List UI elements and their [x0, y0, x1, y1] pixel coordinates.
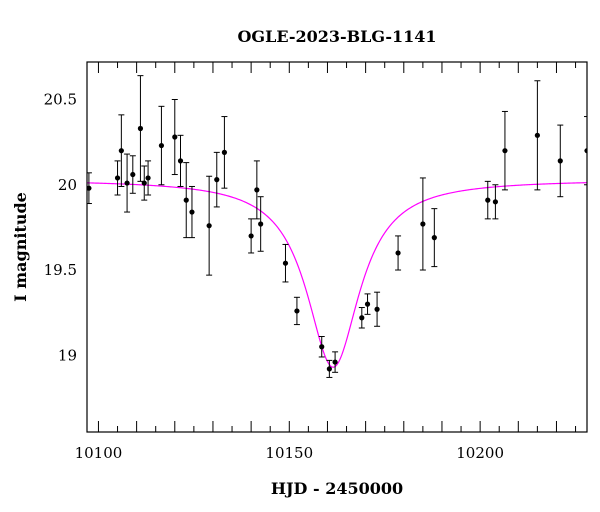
axis-ticks: [97, 62, 577, 432]
data-marker: [183, 197, 189, 203]
data-marker: [124, 180, 130, 186]
data-point: [257, 196, 264, 252]
data-point: [118, 114, 125, 187]
data-point: [141, 165, 148, 201]
data-marker: [141, 180, 147, 186]
data-point: [213, 151, 220, 208]
data-marker: [395, 250, 401, 256]
data-point: [374, 291, 381, 327]
data-marker: [145, 175, 151, 181]
data-point: [171, 99, 178, 176]
data-point: [419, 177, 426, 271]
data-point: [332, 351, 339, 373]
data-point: [534, 80, 541, 191]
data-marker: [282, 260, 289, 266]
data-marker: [172, 134, 178, 140]
x-tick-label: 10150: [265, 444, 313, 462]
data-marker: [534, 132, 540, 138]
data-points: [87, 75, 587, 378]
data-marker: [502, 148, 508, 154]
data-marker: [584, 148, 587, 154]
data-marker: [221, 149, 228, 155]
data-point: [129, 155, 136, 194]
data-marker: [206, 223, 212, 229]
data-marker: [214, 177, 220, 183]
y-tick-label: 20.5: [44, 91, 77, 109]
data-marker: [118, 148, 124, 154]
data-marker: [177, 158, 184, 164]
data-marker: [254, 187, 260, 193]
data-point: [137, 75, 144, 182]
y-tick-label: 19.5: [44, 261, 77, 279]
plot-frame: [86, 61, 588, 433]
data-marker: [492, 199, 498, 205]
x-axis-label: HJD - 2450000: [271, 479, 403, 498]
model-fit-curve: [87, 182, 587, 368]
data-point: [293, 296, 300, 326]
data-marker: [374, 306, 380, 312]
data-point: [484, 180, 491, 220]
data-point: [183, 162, 190, 239]
data-marker: [87, 185, 92, 191]
data-marker: [294, 308, 300, 314]
x-tick-label: 10200: [456, 444, 504, 462]
data-point: [87, 172, 92, 205]
y-tick-label: 20: [58, 176, 77, 194]
data-marker: [114, 175, 121, 181]
data-point: [145, 160, 152, 196]
data-point: [188, 185, 195, 239]
data-point: [584, 116, 587, 186]
x-tick-label: 10100: [75, 444, 123, 462]
data-marker: [326, 366, 332, 372]
x-tick-labels: 10100 10150 10200: [75, 444, 504, 462]
chart-title: OGLE-2023-BLG-1141: [237, 27, 436, 46]
data-marker: [557, 158, 563, 164]
data-marker: [431, 235, 437, 241]
data-marker: [189, 209, 195, 215]
data-point: [158, 105, 165, 186]
data-point: [501, 110, 508, 191]
data-point: [364, 293, 371, 315]
data-point: [282, 243, 289, 283]
data-point: [253, 160, 260, 220]
data-marker: [258, 221, 264, 227]
data-point: [358, 307, 365, 329]
data-marker: [137, 125, 144, 132]
data-point: [431, 208, 438, 268]
data-point: [124, 153, 131, 213]
data-marker: [158, 142, 165, 149]
data-point: [114, 160, 121, 196]
data-marker: [359, 315, 365, 321]
data-point: [177, 134, 184, 187]
data-point: [557, 124, 564, 198]
data-marker: [248, 233, 254, 239]
data-marker: [130, 171, 136, 178]
data-point: [221, 116, 228, 189]
data-marker: [319, 344, 325, 350]
data-marker: [420, 221, 426, 227]
data-point: [206, 175, 213, 276]
data-marker: [485, 197, 491, 203]
data-point: [318, 336, 325, 358]
y-tick-labels: 19 19.5 20 20.5: [44, 91, 77, 365]
data-point: [248, 218, 255, 254]
y-axis-label: I magnitude: [11, 192, 30, 302]
data-point: [395, 235, 402, 271]
data-point: [492, 184, 499, 220]
data-point: [326, 359, 333, 378]
data-marker: [332, 359, 338, 365]
data-marker: [364, 301, 371, 307]
y-tick-label: 19: [58, 346, 77, 364]
